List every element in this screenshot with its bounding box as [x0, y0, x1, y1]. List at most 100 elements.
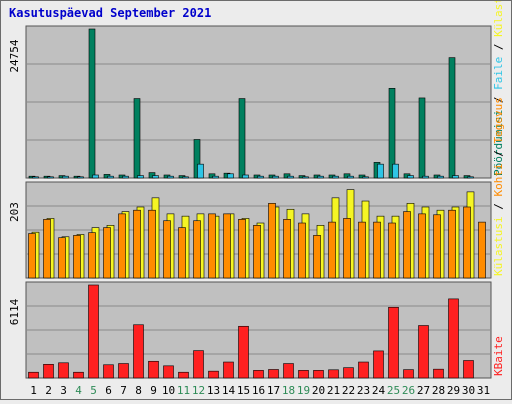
bar-kbytes-day-22: [343, 367, 354, 379]
bar-kbytes-day-5: [88, 284, 99, 379]
x-tick-label-day-25: 25: [387, 384, 400, 397]
legend-top-text: Pöördumisi / Faile / Külastusi: [492, 1, 505, 176]
bar-files-day-24: [377, 163, 384, 179]
x-tick-label-day-24: 24: [372, 384, 386, 397]
x-tick-label-day-28: 28: [432, 384, 445, 397]
bar-kbytes-day-27: [418, 325, 429, 379]
bar-files-day-19: [302, 176, 309, 179]
bar-sites-day-22: [343, 218, 351, 279]
bar-kbytes-day-21: [328, 369, 339, 379]
panel-top-ytick-label: 24754: [8, 39, 21, 72]
bar-files-day-6: [107, 175, 114, 179]
bar-sites-day-19: [298, 222, 306, 279]
x-tick-label-day-18: 18: [282, 384, 295, 397]
bar-sites-day-21: [328, 221, 336, 279]
x-tick-label-day-1: 1: [30, 384, 37, 397]
legend-middle: Külastusi / Kohti / Tegevus: [492, 97, 505, 276]
panel-middle-ytick-label: 203: [8, 202, 21, 222]
x-tick-label-day-12: 12: [192, 384, 205, 397]
bar-files-day-8: [137, 175, 144, 179]
bar-sites-day-17: [268, 203, 276, 279]
bar-files-day-7: [122, 175, 129, 179]
x-tick-label-day-30: 30: [462, 384, 475, 397]
bar-files-day-3: [62, 175, 69, 179]
bar-kbytes-day-17: [268, 369, 279, 379]
bar-sites-day-26: [403, 211, 411, 279]
bar-sites-day-29: [448, 209, 456, 279]
x-tick-label-day-13: 13: [207, 384, 220, 397]
bar-sites-day-11: [178, 227, 186, 279]
bar-files-day-22: [347, 175, 354, 179]
bar-sites-day-4: [73, 235, 81, 279]
x-tick-label-day-22: 22: [342, 384, 355, 397]
bar-sites-day-2: [43, 219, 51, 279]
bar-files-day-15: [242, 174, 249, 179]
x-tick-label-day-10: 10: [162, 384, 175, 397]
bar-kbytes-day-15: [238, 325, 249, 379]
bar-sites-day-18: [283, 219, 291, 279]
x-tick-label-day-16: 16: [252, 384, 265, 397]
bar-kbytes-day-8: [133, 324, 144, 379]
legend-middle-separator: /: [492, 197, 505, 217]
bar-kbytes-day-16: [253, 370, 264, 379]
bar-pageviews-day-8: [133, 98, 141, 179]
x-tick-label-day-20: 20: [312, 384, 325, 397]
x-tick-label-day-14: 14: [222, 384, 236, 397]
chart-title: Kasutuspäevad September 2021: [9, 6, 212, 20]
bar-sites-day-31: [478, 221, 486, 279]
legend-bottom-entry: KBaite: [492, 336, 505, 376]
x-tick-label-day-4: 4: [75, 384, 82, 397]
x-tick-label-day-11: 11: [177, 384, 190, 397]
bar-files-day-21: [332, 175, 339, 179]
bar-pageviews-day-29: [448, 57, 456, 179]
bar-sites-day-10: [163, 220, 171, 279]
bar-files-day-9: [152, 175, 159, 179]
bar-kbytes-day-30: [463, 360, 474, 379]
bar-sites-day-20: [313, 235, 321, 279]
bar-sites-day-30: [463, 206, 471, 279]
bar-files-day-14: [227, 173, 234, 179]
bar-kbytes-day-7: [118, 363, 129, 379]
legend-top-entry: Külastusi: [492, 1, 505, 37]
legend-middle-entry: Kohti: [492, 163, 505, 196]
bar-files-day-25: [392, 163, 399, 179]
x-tick-label-day-21: 21: [327, 384, 340, 397]
bar-files-day-30: [467, 176, 474, 179]
bar-files-day-23: [362, 176, 369, 179]
bar-pageviews-day-27: [418, 97, 426, 179]
x-tick-label-day-2: 2: [45, 384, 52, 397]
bar-kbytes-day-10: [163, 365, 174, 379]
x-tick-label-day-15: 15: [237, 384, 250, 397]
x-tick-label-day-19: 19: [297, 384, 310, 397]
legend-top-separator: /: [492, 90, 505, 110]
x-tick-label-day-8: 8: [135, 384, 142, 397]
bar-sites-day-24: [373, 221, 381, 279]
bar-files-day-20: [317, 175, 324, 179]
bar-pageviews-day-15: [238, 98, 246, 179]
bar-sites-day-6: [103, 227, 111, 279]
bar-pageviews-day-5: [88, 28, 96, 179]
bar-kbytes-day-1: [28, 371, 39, 379]
bar-kbytes-day-12: [193, 350, 204, 379]
bar-kbytes-day-26: [403, 369, 414, 379]
bar-files-day-4: [77, 176, 84, 179]
bar-kbytes-day-19: [298, 370, 309, 379]
legend-middle-text: Külastusi / Kohti / Tegevus: [492, 97, 505, 276]
bar-files-day-18: [287, 175, 294, 179]
bar-kbytes-day-29: [448, 298, 459, 379]
bar-kbytes-day-18: [283, 363, 294, 379]
bar-sites-day-23: [358, 221, 366, 279]
bar-files-day-10: [167, 175, 174, 179]
bar-kbytes-day-28: [433, 368, 444, 379]
x-tick-label-day-7: 7: [120, 384, 127, 397]
bar-files-day-1: [32, 176, 39, 179]
bar-sites-day-1: [28, 233, 36, 279]
bar-kbytes-day-6: [103, 364, 114, 379]
x-tick-label-day-27: 27: [417, 384, 430, 397]
bar-sites-day-7: [118, 213, 126, 279]
bar-files-day-16: [257, 175, 264, 179]
legend-bottom-text: KBaite: [492, 336, 505, 376]
bar-files-day-2: [47, 176, 54, 179]
bar-sites-day-12: [193, 220, 201, 279]
